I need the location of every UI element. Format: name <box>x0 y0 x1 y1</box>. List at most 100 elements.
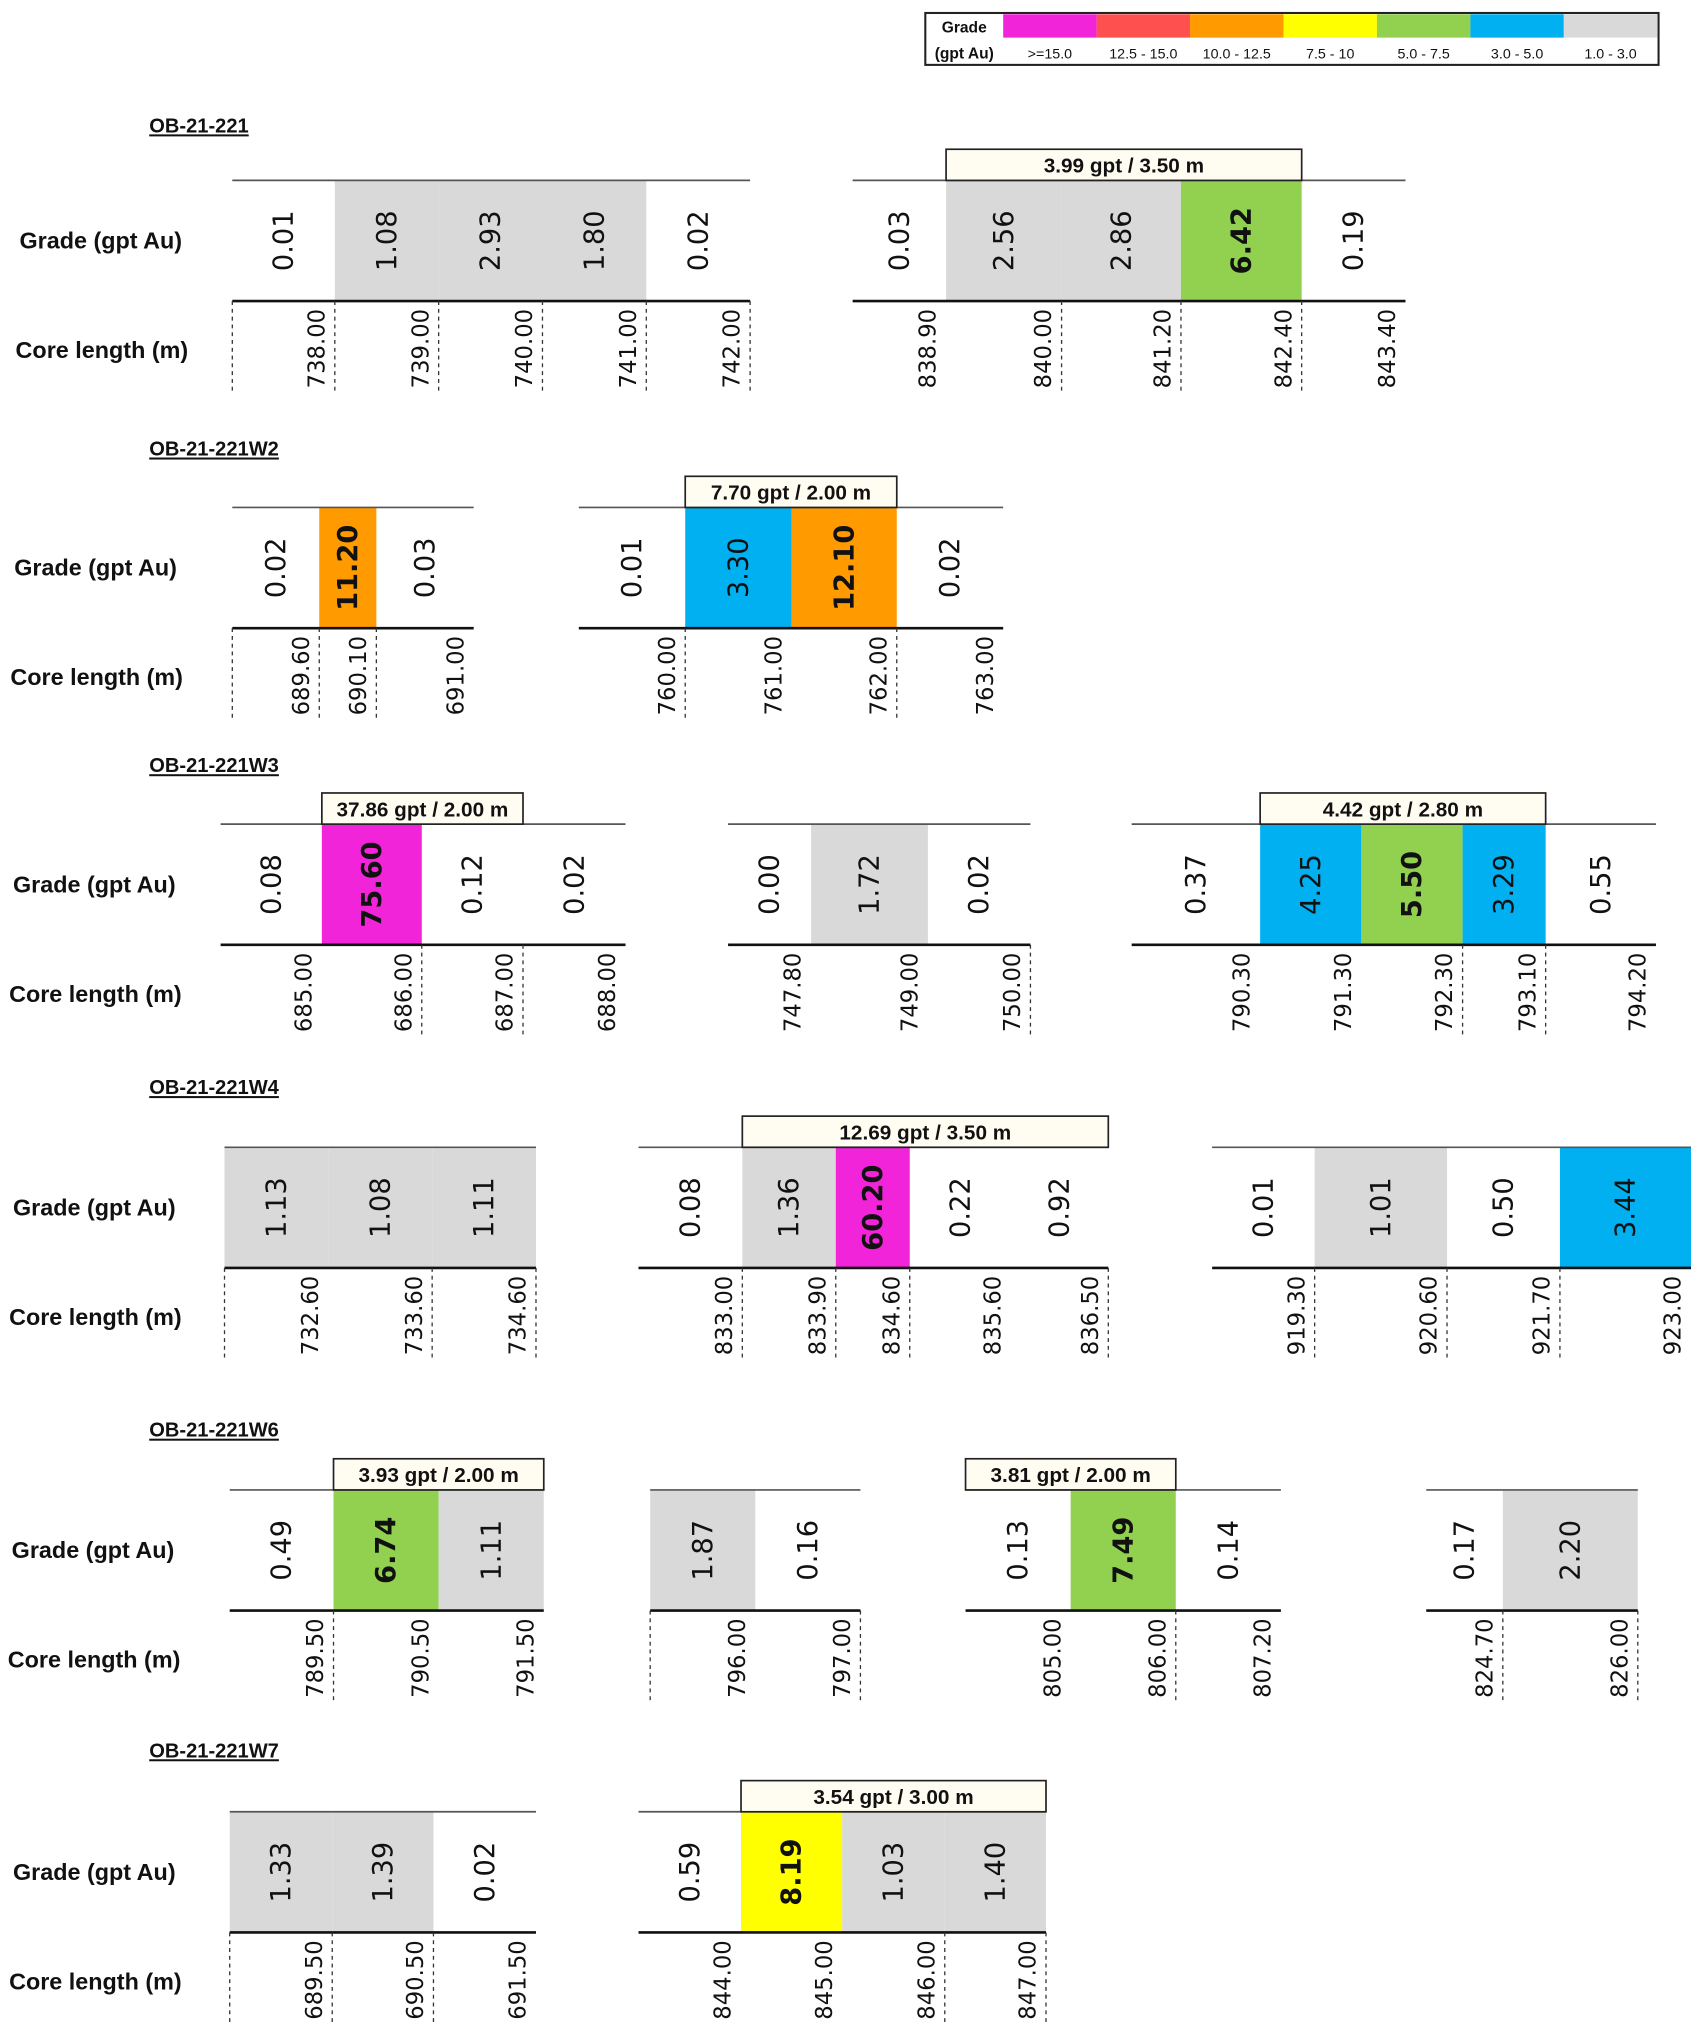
grade-value: 3.44 <box>1611 1177 1642 1238</box>
depth-value: 792.30 <box>1432 953 1458 1032</box>
depth-value: 826.00 <box>1607 1618 1633 1697</box>
grade-value: 0.49 <box>267 1520 298 1581</box>
grade-cell <box>438 180 543 302</box>
grade-value: 2.86 <box>1106 210 1137 271</box>
assay-interval: 0.49 6.74 1.11 789.50 790.50 791.50 3.93 gpt /… <box>229 1457 545 1705</box>
depth-value: 742.00 <box>720 309 746 388</box>
depth-value: 844.00 <box>711 1940 737 2019</box>
depth-value: 845.00 <box>812 1940 838 2019</box>
hole-name: OB-21-221W2 <box>149 439 279 461</box>
grade-value: 60.20 <box>858 1165 889 1251</box>
legend-bin-label: 12.5 - 15.0 <box>1109 46 1177 62</box>
grade-value: 0.50 <box>1489 1177 1520 1238</box>
core-length-row-label: Core length (m) <box>16 337 189 363</box>
depth-value: 846.00 <box>914 1940 940 2019</box>
assay-interval: 1.33 1.39 0.02 689.50 690.50 691.50 <box>229 1810 536 2026</box>
assay-interval: 0.13 7.49 0.14 805.00 806.00 807.20 3.81 gpt /… <box>964 1457 1281 1705</box>
grade-value: 0.02 <box>559 854 590 915</box>
depth-value: 807.20 <box>1251 1618 1277 1697</box>
drill-hole-section: OB-21-221W4 Grade (gpt Au) Core length (m)… <box>9 1077 1691 1362</box>
grade-value: 0.01 <box>617 537 648 598</box>
assay-interval: 0.08 75.60 0.12 0.02 685.00 686.00 687.00 688.0… <box>220 792 626 1039</box>
depth-value: 793.10 <box>1515 953 1541 1032</box>
composite-label: 3.81 gpt / 2.00 m <box>991 1464 1151 1487</box>
grade-cell <box>334 180 439 302</box>
depth-value: 689.50 <box>302 1940 328 2019</box>
grade-value: 0.55 <box>1586 854 1617 915</box>
grade-cell <box>1559 1147 1691 1268</box>
assay-interval: 0.03 2.56 2.86 6.42 0.19 838.90 840.00 841.20 84… <box>852 148 1406 395</box>
depth-value: 739.00 <box>408 309 434 388</box>
grade-cell <box>1314 1147 1448 1268</box>
composite-label: 12.69 gpt / 3.50 m <box>839 1121 1011 1144</box>
drill-hole-section: OB-21-221W2 Grade (gpt Au) Core length (m)… <box>10 439 1004 722</box>
composite-label: 7.70 gpt / 2.00 m <box>711 482 871 505</box>
depth-value: 760.00 <box>655 636 681 715</box>
grade-value: 5.50 <box>1397 851 1428 918</box>
grade-value: 3.30 <box>724 537 755 598</box>
hole-name: OB-21-221W7 <box>149 1740 279 1762</box>
legend-title: Grade <box>942 19 987 36</box>
composite-box <box>332 1457 545 1491</box>
grade-cell <box>1061 180 1181 302</box>
grade-cell <box>229 1811 333 1933</box>
depth-value: 796.00 <box>725 1618 751 1697</box>
grade-cell <box>842 1811 945 1933</box>
grade-cell <box>1260 824 1362 945</box>
grade-value: 7.49 <box>1108 1517 1139 1584</box>
grade-row-label: Grade (gpt Au) <box>12 1537 175 1563</box>
depth-value: 734.60 <box>506 1276 532 1355</box>
grade-cell <box>542 180 647 302</box>
depth-value: 749.00 <box>898 953 924 1032</box>
depth-value: 747.80 <box>781 953 807 1032</box>
depth-value: 835.60 <box>981 1276 1007 1355</box>
legend-bin-label: >=15.0 <box>1028 46 1072 62</box>
grade-value: 0.37 <box>1181 854 1212 915</box>
legend-bin-label: 1.0 - 3.0 <box>1584 46 1636 62</box>
legend-swatch <box>1470 14 1564 38</box>
legend-bin-label: 7.5 - 10 <box>1306 46 1354 62</box>
legend-swatch <box>1096 14 1191 38</box>
grade-cell <box>946 180 1062 302</box>
core-length-row-label: Core length (m) <box>8 1647 181 1673</box>
grade-cell <box>944 1811 1047 1933</box>
depth-value: 740.00 <box>512 309 538 388</box>
grade-value: 0.01 <box>1248 1177 1279 1238</box>
grade-row-label: Grade (gpt Au) <box>19 228 182 254</box>
depth-value: 687.00 <box>493 953 519 1032</box>
legend-bin-label: 5.0 - 7.5 <box>1397 46 1449 62</box>
core-length-row-label: Core length (m) <box>9 981 182 1007</box>
grade-value: 1.40 <box>980 1842 1011 1903</box>
depth-value: 750.00 <box>1000 953 1026 1032</box>
legend-swatch <box>1376 14 1471 38</box>
depth-value: 733.60 <box>402 1276 428 1355</box>
assay-interval: 0.01 1.08 2.93 1.80 0.02 738.00 739.00 740.00 74… <box>231 179 751 395</box>
depth-value: 805.00 <box>1040 1618 1066 1697</box>
grade-value: 0.00 <box>755 854 786 915</box>
grade-value: 12.10 <box>829 525 860 611</box>
grade-cell <box>224 1147 329 1268</box>
depth-value: 789.50 <box>303 1618 329 1697</box>
grade-value: 1.80 <box>579 210 610 271</box>
grade-value: 1.11 <box>469 1177 500 1238</box>
depth-value: 838.90 <box>916 309 942 388</box>
grade-value: 1.87 <box>688 1520 719 1581</box>
grade-value: 11.20 <box>333 525 364 611</box>
depth-value: 790.30 <box>1230 953 1256 1032</box>
grade-row-label: Grade (gpt Au) <box>14 555 177 581</box>
grade-cell <box>1361 824 1463 945</box>
grade-value: 0.22 <box>945 1177 976 1238</box>
depth-value: 685.00 <box>291 953 317 1032</box>
grade-value: 1.33 <box>266 1842 297 1903</box>
depth-value: 843.40 <box>1375 309 1401 388</box>
composite-label: 3.99 gpt / 3.50 m <box>1044 155 1204 178</box>
grade-value: 0.08 <box>676 1177 707 1238</box>
drill-hole-section: OB-21-221W6 Grade (gpt Au) Core length (m)… <box>8 1420 1639 1705</box>
depth-value: 690.10 <box>346 636 372 715</box>
assay-interval: 0.00 1.72 0.02 747.80 749.00 750.00 <box>728 823 1032 1039</box>
composite-box <box>964 1457 1177 1491</box>
depth-value: 791.50 <box>513 1618 539 1697</box>
grade-value: 4.25 <box>1296 854 1327 915</box>
depth-value: 919.30 <box>1284 1276 1310 1355</box>
